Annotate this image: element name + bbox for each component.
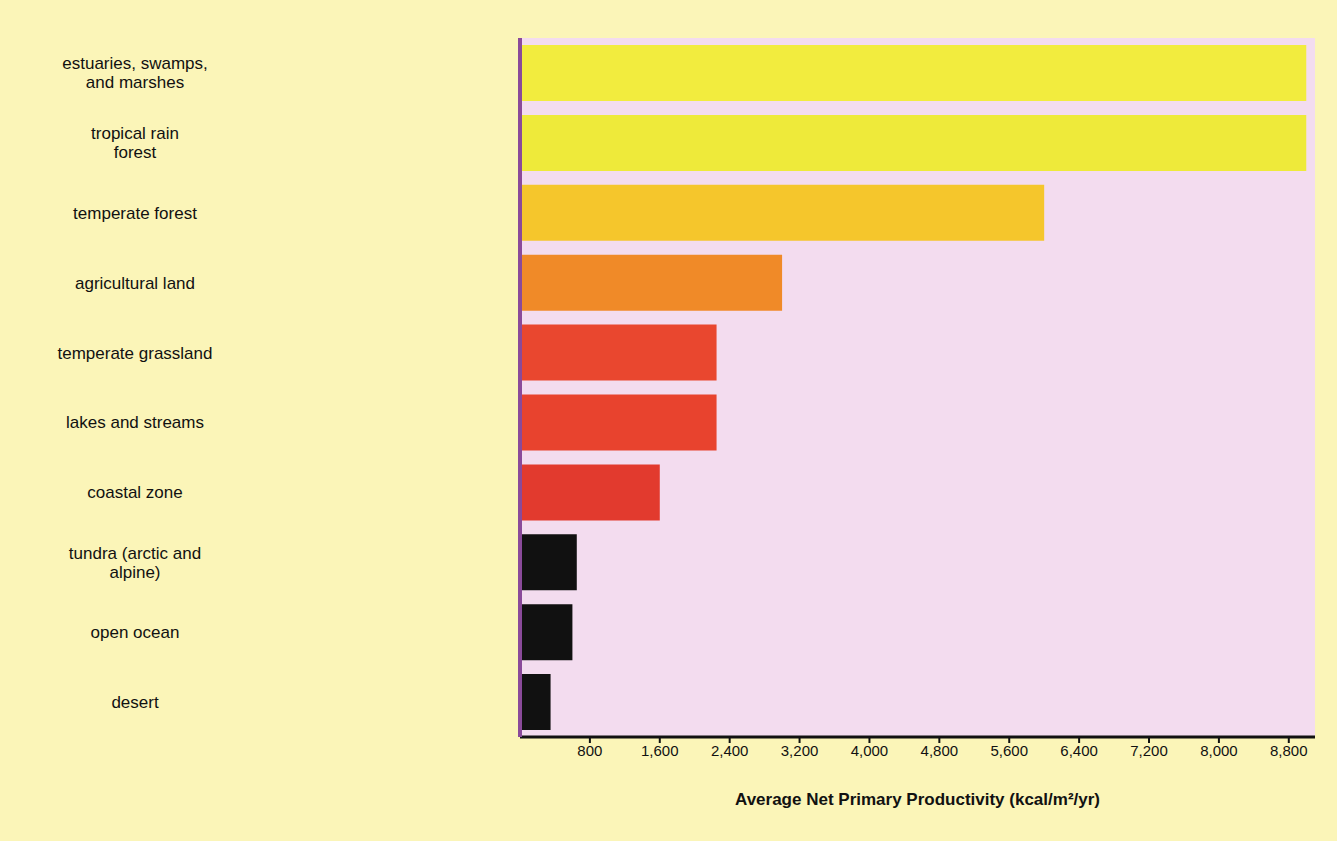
svg-text:7,200: 7,200: [1130, 742, 1168, 759]
svg-text:lakes and streams: lakes and streams: [66, 413, 204, 432]
svg-text:3,200: 3,200: [781, 742, 819, 759]
svg-text:agricultural land: agricultural land: [75, 273, 195, 292]
svg-text:temperate grassland: temperate grassland: [58, 343, 213, 362]
svg-text:Average Net Primary Productivi: Average Net Primary Productivity (kcal/m…: [735, 790, 1100, 809]
svg-text:8,000: 8,000: [1200, 742, 1238, 759]
svg-text:estuaries, swamps,and marshes: estuaries, swamps,and marshes: [62, 54, 208, 92]
svg-text:desert: desert: [111, 693, 159, 712]
svg-text:coastal zone: coastal zone: [87, 483, 182, 502]
svg-text:tropical rainforest: tropical rainforest: [91, 124, 179, 162]
svg-text:tundra (arctic andalpine): tundra (arctic andalpine): [69, 543, 201, 581]
svg-text:1,600: 1,600: [641, 742, 679, 759]
svg-text:4,800: 4,800: [921, 742, 959, 759]
svg-text:5,600: 5,600: [990, 742, 1028, 759]
svg-text:temperate forest: temperate forest: [73, 203, 197, 222]
svg-text:2,400: 2,400: [711, 742, 749, 759]
svg-text:8,800: 8,800: [1270, 742, 1308, 759]
svg-text:6,400: 6,400: [1060, 742, 1098, 759]
svg-text:4,000: 4,000: [851, 742, 889, 759]
svg-text:800: 800: [577, 742, 602, 759]
svg-text:open ocean: open ocean: [91, 623, 180, 642]
